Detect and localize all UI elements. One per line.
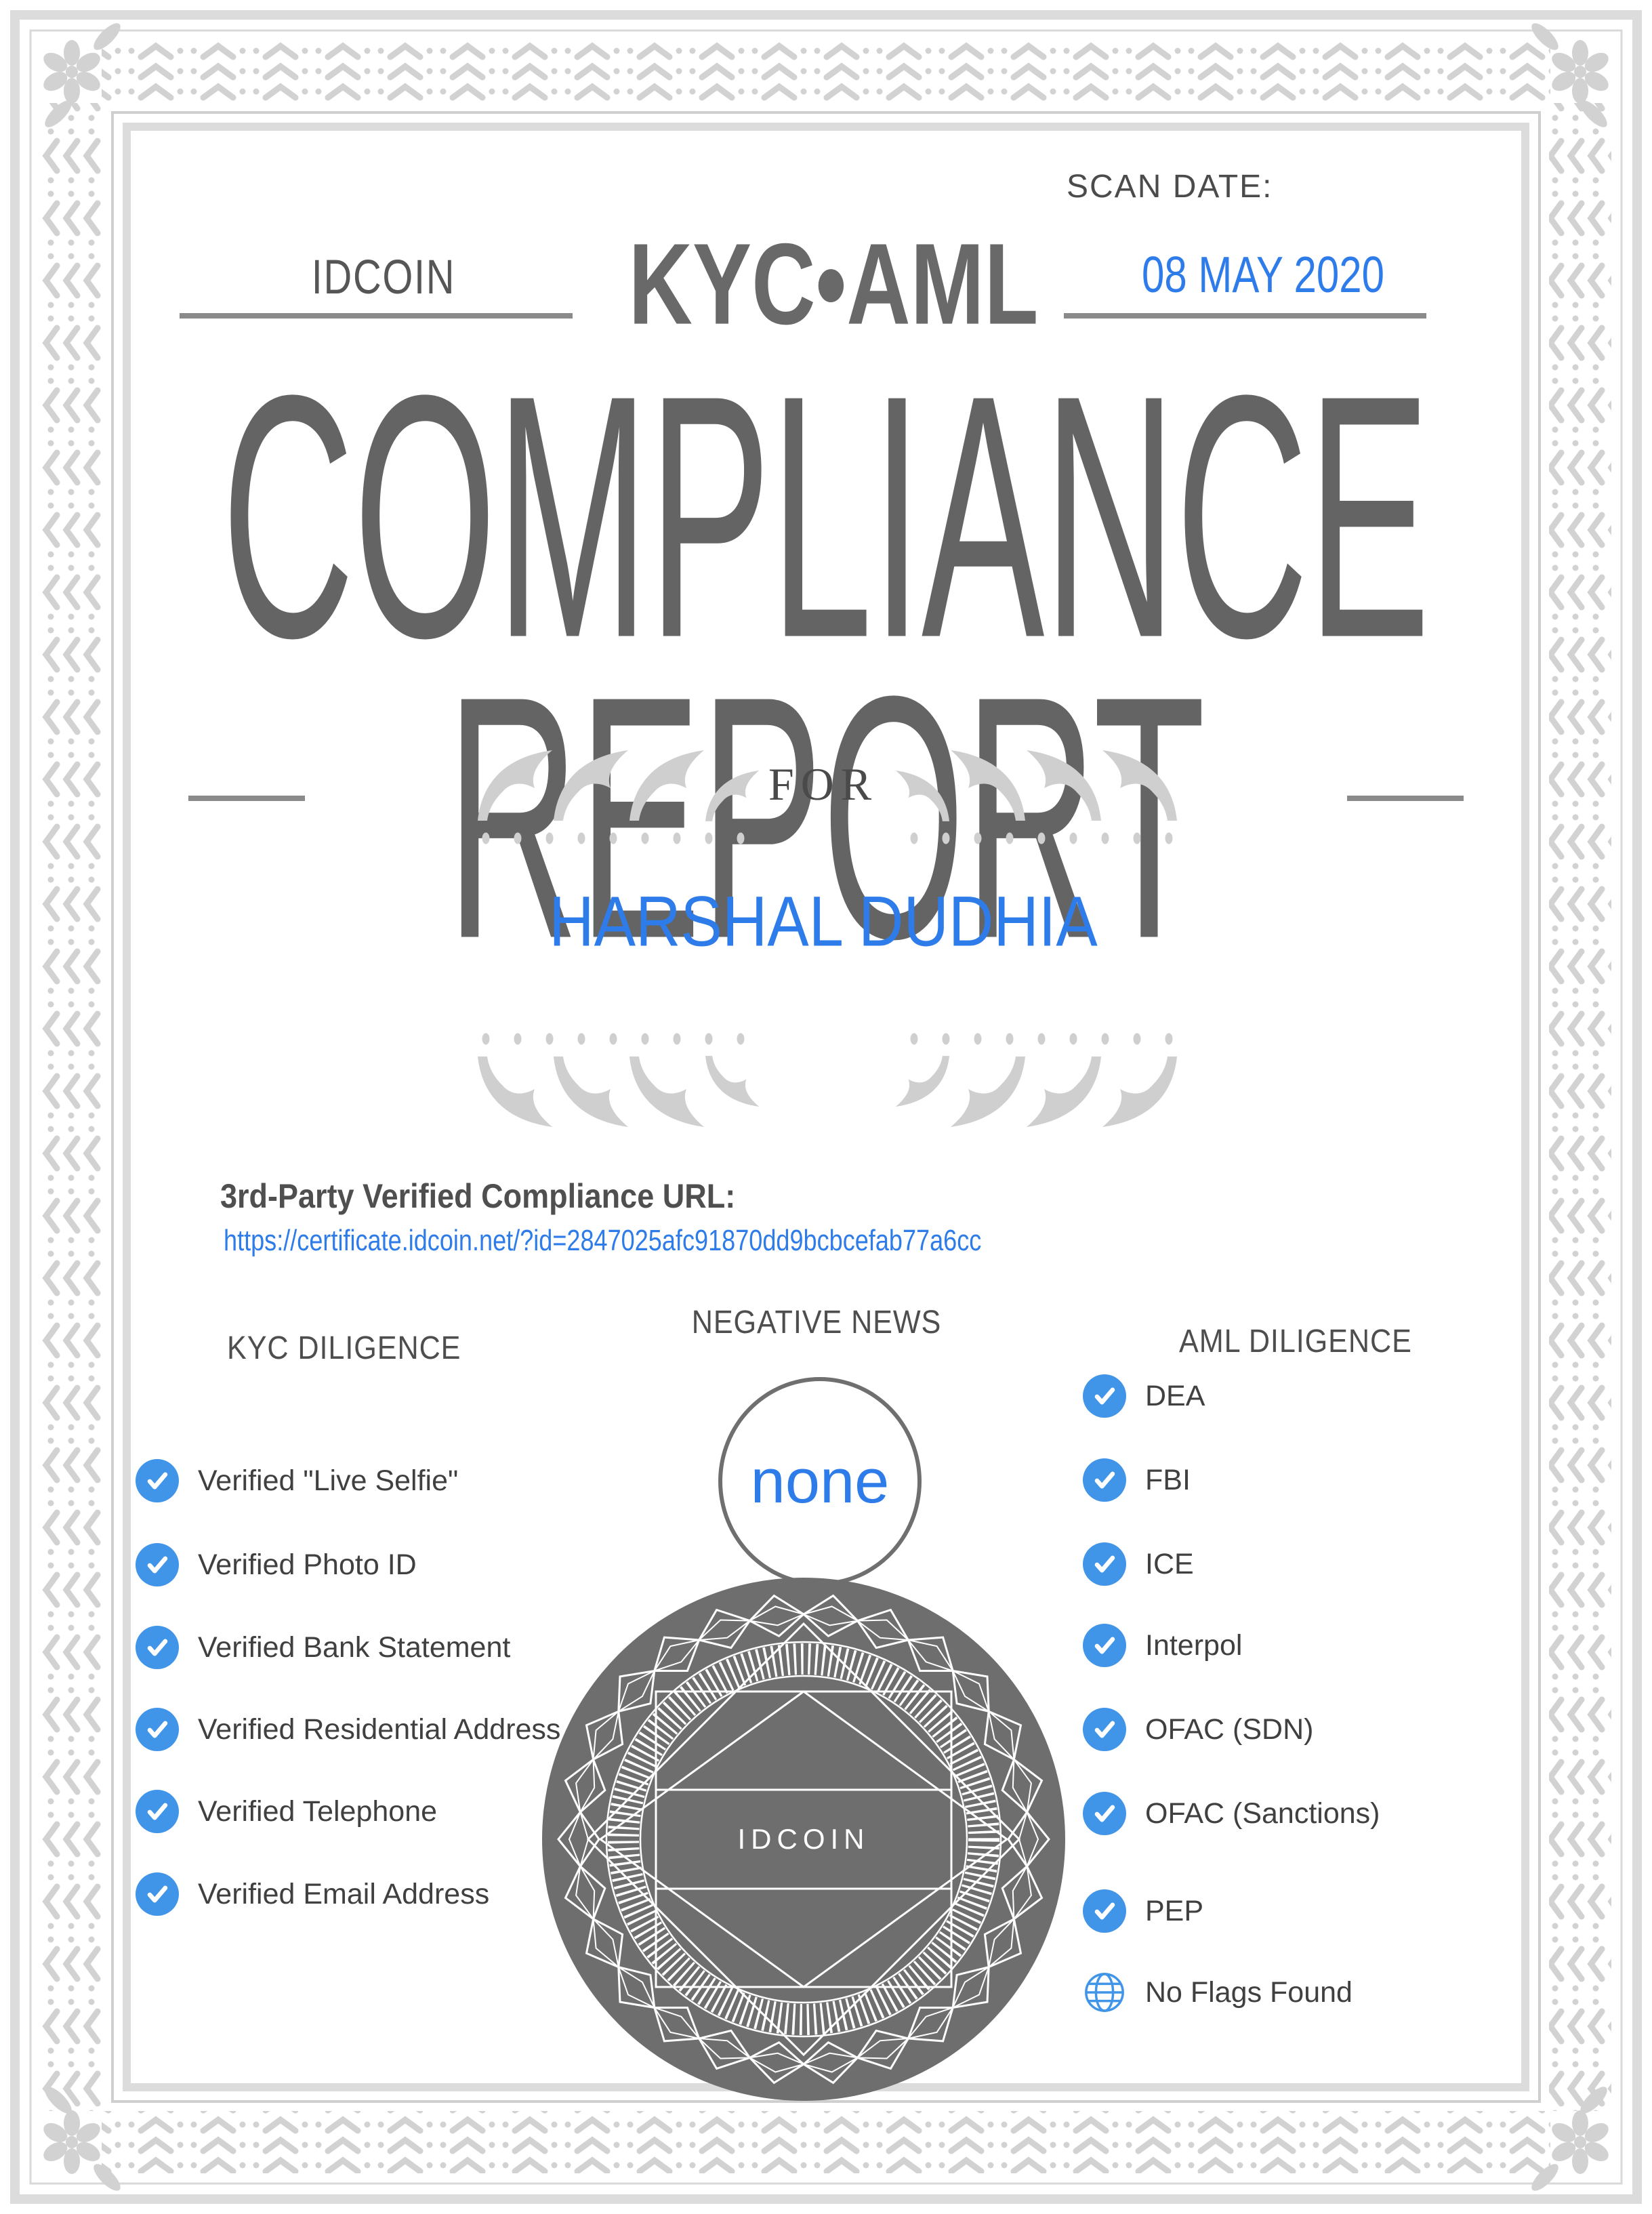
check-circle-icon	[1083, 1889, 1126, 1933]
check-circle-icon	[1083, 1708, 1126, 1751]
negative-news-value: none	[750, 1446, 890, 1516]
aml-heading: AML DILIGENCE	[1179, 1323, 1438, 1360]
check-circle-icon	[136, 1708, 179, 1751]
check-circle-icon	[136, 1790, 179, 1833]
negative-news-heading-text: NEGATIVE NEWS	[691, 1305, 942, 1340]
kyc-item: Verified Bank Statement	[136, 1626, 510, 1669]
kyc-item-label: Verified Residential Address	[198, 1713, 561, 1746]
aml-item-label: OFAC (SDN)	[1145, 1713, 1314, 1746]
check-circle-icon	[1083, 1792, 1126, 1835]
check-circle-icon	[1083, 1624, 1126, 1667]
header-rule-left	[180, 313, 573, 319]
kyc-item-label: Verified Bank Statement	[198, 1631, 511, 1664]
aml-item: DEA	[1083, 1374, 1205, 1418]
idcoin-seal: IDCOIN	[542, 1578, 1065, 2101]
kyc-item-label: Verified Photo ID	[198, 1549, 417, 1581]
globe-icon	[1083, 1971, 1126, 2014]
aml-heading-text: AML DILIGENCE	[1179, 1324, 1412, 1359]
check-circle-icon	[1083, 1458, 1126, 1502]
check-circle-icon	[1083, 1374, 1126, 1418]
title-dash-left	[188, 796, 305, 801]
aml-no-flags-row: No Flags Found	[1083, 1971, 1352, 2014]
header-rule-right	[1064, 313, 1426, 319]
kyc-heading: KYC DILIGENCE	[227, 1330, 487, 1367]
aml-item-label: PEP	[1145, 1895, 1204, 1927]
scan-date-label: SCAN DATE:	[1067, 169, 1273, 205]
for-label: FOR	[768, 758, 879, 810]
scan-date-value: 08 MAY 2020	[1142, 245, 1445, 304]
kyc-item: Verified Email Address	[136, 1872, 489, 1916]
kyc-item-label: Verified Telephone	[198, 1795, 438, 1828]
kyc-item: Verified Photo ID	[136, 1543, 417, 1586]
certificate-holder-name: HARSHAL DUDHIA	[525, 881, 1121, 962]
product-name: KYC•AML	[595, 218, 1071, 348]
no-flags-label: No Flags Found	[1145, 1976, 1352, 2009]
kyc-item: Verified "Live Selfie"	[136, 1459, 458, 1502]
check-circle-icon	[1083, 1542, 1126, 1586]
aml-item: Interpol	[1083, 1624, 1242, 1667]
check-circle-icon	[136, 1543, 179, 1586]
compliance-url-link[interactable]: https://certificate.idcoin.net/?id=28470…	[224, 1224, 1148, 1258]
aml-item-label: Interpol	[1145, 1629, 1243, 1662]
title-line-2-text: REPORT	[446, 625, 1206, 1011]
check-circle-icon	[136, 1626, 179, 1669]
seal-label: IDCOIN	[738, 1823, 870, 1855]
aml-item: ICE	[1083, 1542, 1194, 1586]
negative-news-result-circle: none	[718, 1377, 922, 1586]
aml-item: FBI	[1083, 1458, 1191, 1502]
aml-item: PEP	[1083, 1889, 1203, 1933]
aml-item-label: DEA	[1145, 1380, 1205, 1412]
kyc-item-label: Verified Email Address	[198, 1878, 490, 1910]
check-circle-icon	[136, 1459, 179, 1502]
aml-item-label: FBI	[1145, 1464, 1191, 1496]
kyc-item: Verified Residential Address	[136, 1708, 560, 1751]
aml-item-label: ICE	[1145, 1548, 1194, 1580]
compliance-url-text: https://certificate.idcoin.net/?id=28470…	[224, 1224, 982, 1257]
compliance-url-label-text: 3rd-Party Verified Compliance URL:	[220, 1177, 736, 1215]
negative-news-heading: NEGATIVE NEWS	[678, 1304, 955, 1341]
title-line-2: REPORT	[352, 645, 1300, 991]
compliance-url-label: 3rd-Party Verified Compliance URL:	[220, 1176, 793, 1216]
product-name-text: KYC•AML	[628, 220, 1039, 349]
scan-date-text: 08 MAY 2020	[1142, 246, 1385, 303]
title-line-1: COMPLIANCE	[70, 344, 1580, 690]
aml-item: OFAC (SDN)	[1083, 1708, 1313, 1751]
kyc-item: Verified Telephone	[136, 1790, 437, 1833]
title-line-1-text: COMPLIANCE	[221, 324, 1430, 710]
aml-item: OFAC (Sanctions)	[1083, 1792, 1380, 1835]
brand-name: IDCOIN	[299, 249, 468, 304]
kyc-heading-text: KYC DILIGENCE	[227, 1330, 461, 1366]
kyc-item-label: Verified "Live Selfie"	[198, 1464, 459, 1497]
holder-name-text: HARSHAL DUDHIA	[549, 882, 1098, 962]
check-circle-icon	[136, 1872, 179, 1916]
aml-item-label: OFAC (Sanctions)	[1145, 1797, 1380, 1830]
title-dash-right	[1347, 796, 1464, 801]
brand-name-text: IDCOIN	[311, 250, 456, 304]
